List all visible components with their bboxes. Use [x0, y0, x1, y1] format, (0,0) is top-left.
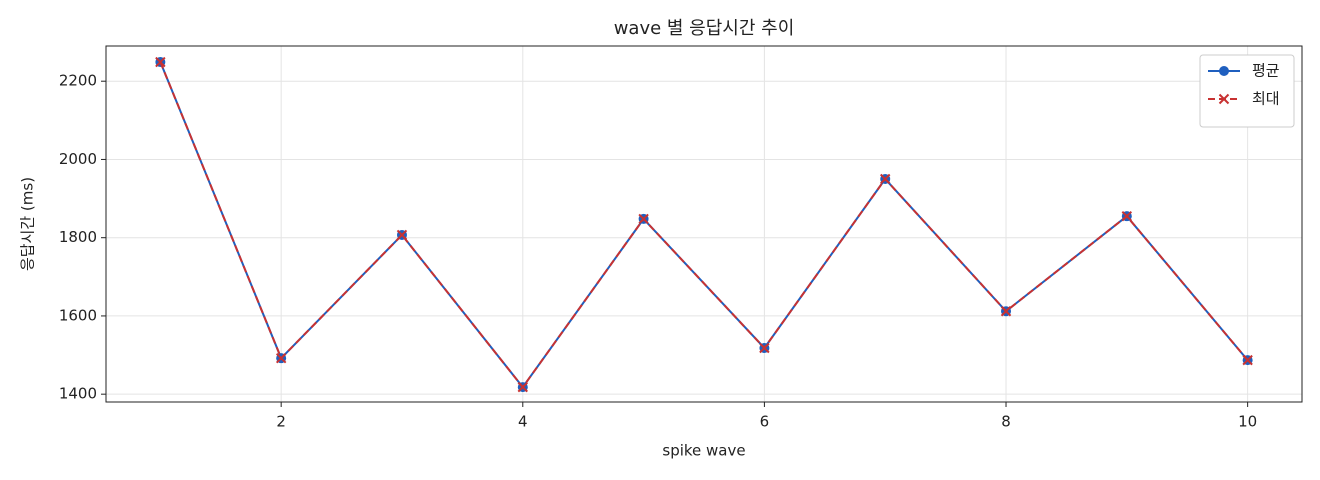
y-tick-label: 1400 — [59, 385, 97, 403]
plot-frame — [105, 45, 1303, 403]
data-point — [517, 381, 528, 393]
series-line — [159, 61, 1249, 389]
y-tick-label: 1600 — [59, 306, 97, 324]
x-tick-label: 4 — [518, 413, 528, 431]
data-point — [155, 56, 166, 68]
x-tick-label: 8 — [1001, 413, 1011, 431]
data-point — [759, 342, 770, 354]
data-point — [880, 173, 891, 185]
legend-box — [1199, 54, 1295, 128]
x-tick-label: 10 — [1238, 413, 1257, 431]
x-tick-label: 2 — [276, 413, 286, 431]
data-point — [638, 213, 649, 225]
data-point — [396, 229, 408, 241]
data-point — [1121, 210, 1133, 222]
data-point — [1000, 306, 1012, 317]
legend-marker — [1219, 66, 1229, 76]
legend-label: 평균 — [1252, 62, 1280, 80]
chart-title: wave 별 응답시간 추이 — [614, 18, 795, 39]
x-tick-label: 6 — [760, 413, 770, 431]
legend-marker — [1218, 93, 1230, 105]
legend-label: 최대 — [1252, 90, 1280, 108]
data-point — [275, 352, 287, 364]
y-tick-label: 2200 — [59, 72, 97, 90]
data-point — [1242, 354, 1253, 366]
y-tick-label: 1800 — [59, 228, 97, 246]
x-axis-label: spike wave — [662, 442, 745, 460]
y-tick-label: 2000 — [59, 150, 97, 168]
y-axis-label: 응답시간 (ms) — [19, 177, 37, 271]
series-line — [159, 61, 1249, 389]
